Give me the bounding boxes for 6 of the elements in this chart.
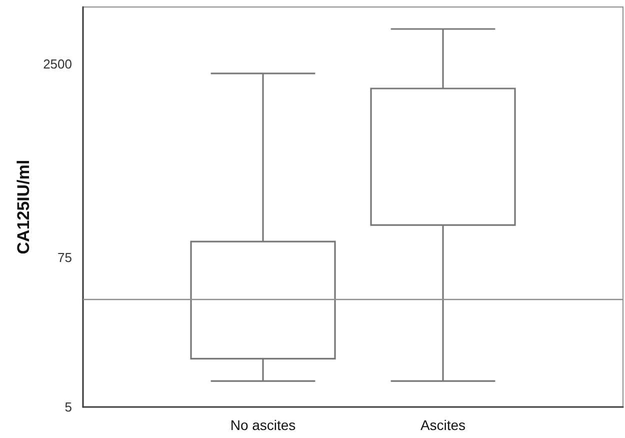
x-tick-label: No ascites [230,417,296,433]
y-tick-label: 2500 [43,56,72,72]
y-tick-label: 5 [64,400,72,414]
y-tick-label: 75 [58,250,72,265]
x-tick-label: Ascites [420,417,466,433]
y-axis-title: CA125IU/ml [14,160,34,254]
